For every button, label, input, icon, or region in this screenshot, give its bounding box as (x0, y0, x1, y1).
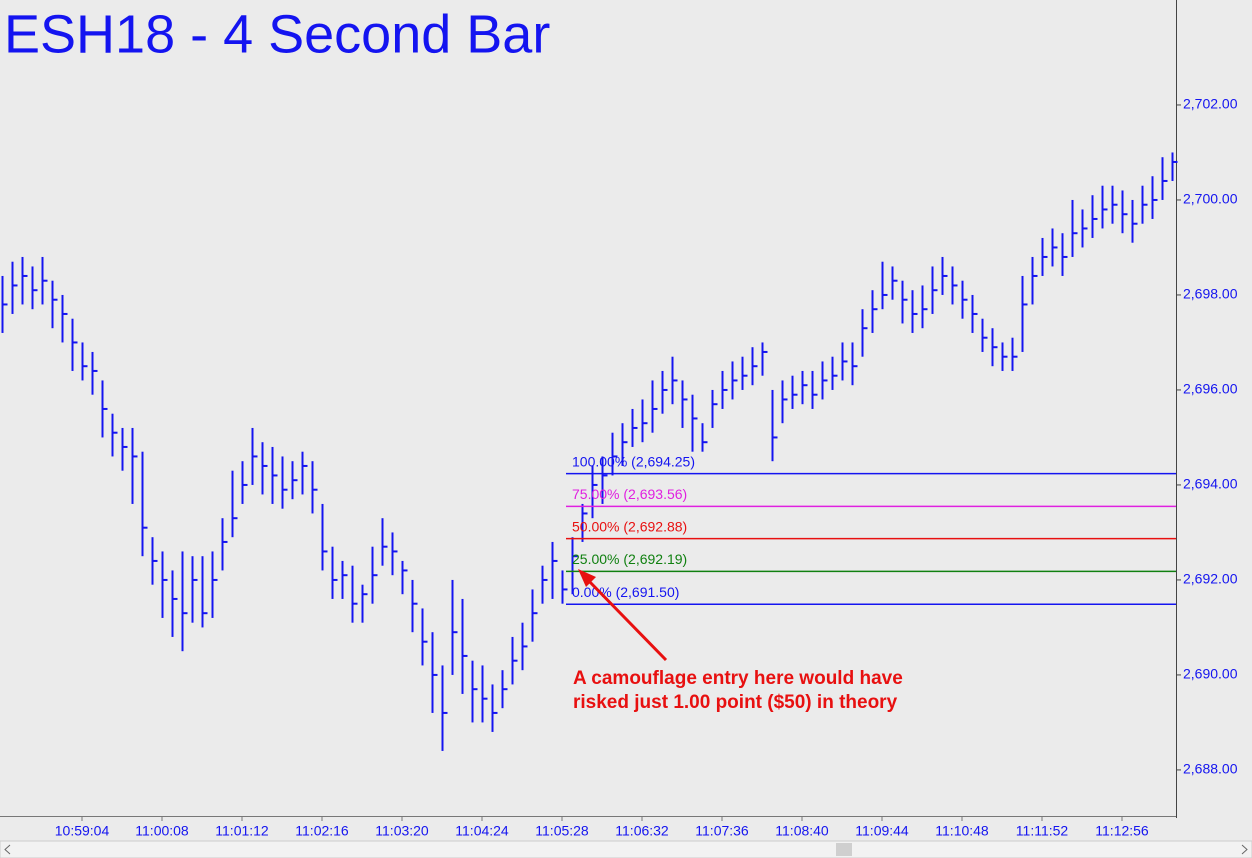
y-tick-label: 2,702.00 (1183, 96, 1238, 112)
scroll-left[interactable] (4, 844, 11, 855)
y-tick-label: 2,700.00 (1183, 191, 1238, 207)
x-tick-label: 11:07:36 (695, 823, 749, 839)
x-tick-label: 11:01:12 (215, 823, 269, 839)
x-tick-label: 11:10:48 (935, 823, 989, 839)
arrow-head (578, 569, 596, 587)
scrollbar[interactable] (0, 840, 1252, 858)
x-tick-label: 11:05:28 (535, 823, 589, 839)
x-tick-label: 11:03:20 (375, 823, 429, 839)
x-tick-label: 11:00:08 (135, 823, 189, 839)
fib-label: 25.00% (2,692.19) (572, 551, 687, 567)
fib-label: 0.00% (2,691.50) (572, 584, 679, 600)
fib-label: 75.00% (2,693.56) (572, 486, 687, 502)
fib-label: 50.00% (2,692.88) (572, 518, 687, 534)
y-tick-label: 2,696.00 (1183, 381, 1238, 397)
x-tick-label: 10:59:04 (55, 823, 110, 839)
x-tick-label: 11:02:16 (295, 823, 349, 839)
x-tick-label: 11:09:44 (855, 823, 909, 839)
fib-label: 100.00% (2,694.25) (572, 453, 695, 469)
y-tick-label: 2,690.00 (1183, 666, 1238, 682)
y-tick-label: 2,698.00 (1183, 286, 1238, 302)
chart-title: ESH18 - 4 Second Bar (4, 4, 550, 64)
scroll-right[interactable] (1241, 844, 1248, 855)
y-tick-label: 2,688.00 (1183, 761, 1238, 777)
x-tick-label: 11:12:56 (1095, 823, 1149, 839)
x-tick-label: 11:08:40 (775, 823, 829, 839)
scrollbar-thumb[interactable] (836, 843, 852, 856)
x-tick-label: 11:11:52 (1016, 823, 1069, 839)
arrow-shaft (584, 576, 668, 662)
annotation: A camouflage entry here would have (573, 668, 903, 689)
y-tick-label: 2,692.00 (1183, 571, 1238, 587)
annotation: risked just 1.00 point ($50) in theory (573, 692, 898, 713)
y-tick-label: 2,694.00 (1183, 476, 1238, 492)
x-tick-label: 11:06:32 (615, 823, 669, 839)
x-tick-label: 11:04:24 (455, 823, 509, 839)
